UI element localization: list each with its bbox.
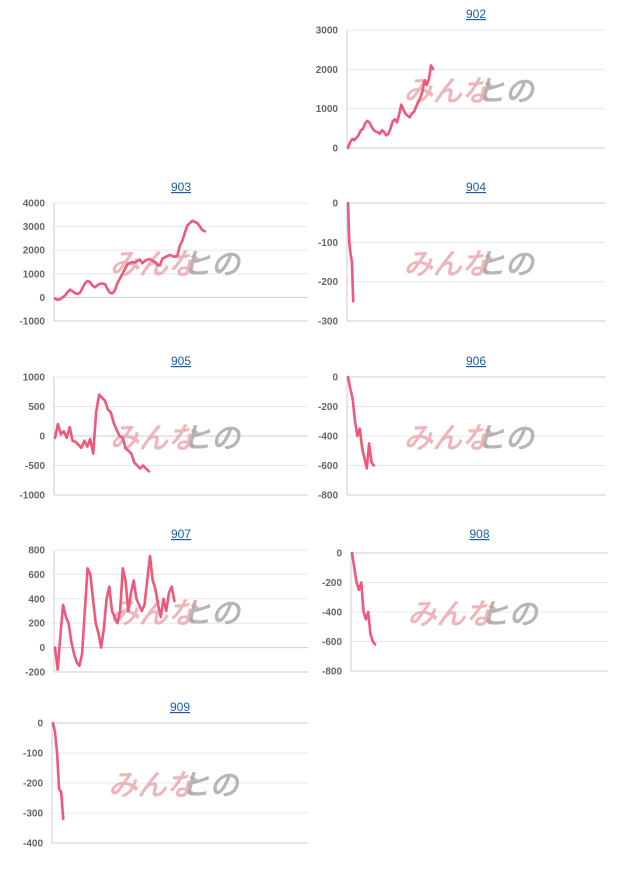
series-line bbox=[350, 551, 377, 646]
watermark-logo-text: ヒの bbox=[182, 596, 242, 630]
watermark-logo-text: ヒの bbox=[182, 421, 242, 455]
y-tick-label: -400 bbox=[23, 839, 43, 850]
chart-panel-908: 908 -800 -600 -400 -200 0 みんな ヒの bbox=[317, 520, 627, 692]
y-tick-label: -500 bbox=[25, 461, 45, 472]
watermark-logo-text: ヒの bbox=[476, 74, 536, 108]
y-tick-label: -800 bbox=[318, 491, 338, 502]
y-tick-label: 0 bbox=[39, 643, 45, 654]
y-tick-label: 200 bbox=[28, 619, 45, 630]
y-tick-label: -300 bbox=[318, 317, 338, 328]
chart-title-link[interactable]: 905 bbox=[171, 354, 191, 368]
y-tick-label: 0 bbox=[39, 432, 45, 443]
y-tick-label: 600 bbox=[28, 570, 45, 581]
watermark-logo-text: ヒの bbox=[476, 421, 536, 455]
y-tick-label: -200 bbox=[322, 578, 342, 589]
y-tick-label: 0 bbox=[37, 719, 43, 730]
y-tick-label: -200 bbox=[318, 402, 338, 413]
y-tick-label: -400 bbox=[318, 432, 338, 443]
y-tick-label: 1000 bbox=[23, 269, 46, 280]
chart-panel-902: 902 0 1000 2000 3000 みんな ヒの bbox=[316, 0, 627, 172]
y-tick-label: -800 bbox=[322, 667, 342, 678]
watermark-logo-text: みんな bbox=[108, 768, 198, 802]
y-tick-label: -1000 bbox=[19, 491, 45, 502]
y-tick-label: 0 bbox=[332, 373, 338, 384]
chart-title-link[interactable]: 902 bbox=[466, 7, 486, 21]
y-tick-label: -100 bbox=[23, 749, 43, 760]
y-tick-label: 800 bbox=[28, 546, 45, 557]
chart-title-link[interactable]: 904 bbox=[466, 180, 486, 194]
y-tick-label: 2000 bbox=[23, 246, 46, 257]
chart-panel-906: 906 -800 -600 -400 -200 0 みんな ヒの bbox=[317, 347, 627, 519]
y-tick-label: 4000 bbox=[23, 199, 46, 210]
chart-title-link[interactable]: 908 bbox=[469, 527, 489, 541]
series-line bbox=[346, 375, 376, 470]
y-tick-label: -600 bbox=[322, 637, 342, 648]
series-line bbox=[51, 721, 65, 821]
series-line bbox=[53, 393, 151, 473]
watermark-logo-text: みんな bbox=[110, 596, 200, 630]
chart-panel-904: 904 -300 -200 -100 0 みんな ヒの bbox=[317, 173, 627, 345]
y-tick-label: 3000 bbox=[316, 26, 339, 37]
y-tick-label: 0 bbox=[332, 144, 338, 155]
series-line bbox=[346, 201, 355, 303]
chart-title-link[interactable]: 909 bbox=[170, 700, 190, 714]
watermark-logo-text: ヒの bbox=[476, 247, 536, 281]
series-line bbox=[53, 554, 176, 671]
y-tick-label: -300 bbox=[23, 809, 43, 820]
y-tick-label: 0 bbox=[332, 199, 338, 210]
watermark-logo-text: みんな bbox=[404, 247, 494, 281]
y-tick-label: 0 bbox=[39, 293, 45, 304]
y-tick-label: 0 bbox=[336, 549, 342, 560]
watermark-logo-text: ヒの bbox=[480, 597, 540, 631]
y-tick-label: 3000 bbox=[23, 222, 46, 233]
watermark-logo-text: ヒの bbox=[180, 768, 240, 802]
y-tick-label: 1000 bbox=[23, 373, 46, 384]
watermark-logo-text: みんな bbox=[404, 421, 494, 455]
y-tick-label: -200 bbox=[23, 779, 43, 790]
y-tick-label: -200 bbox=[25, 668, 45, 679]
chart-panel-907: 907 -200 0 200 400 600 800 みんな ヒの bbox=[0, 520, 310, 692]
y-tick-label: 1000 bbox=[316, 104, 339, 115]
chart-title-link[interactable]: 906 bbox=[466, 354, 486, 368]
chart-panel-903: 903 -1000 0 1000 2000 3000 4000 みんな ヒの bbox=[0, 173, 310, 345]
watermark-logo-text: みんな bbox=[110, 247, 200, 281]
y-tick-label: -100 bbox=[318, 238, 338, 249]
series-line bbox=[346, 64, 435, 150]
y-tick-label: 2000 bbox=[316, 65, 339, 76]
y-tick-label: -600 bbox=[318, 461, 338, 472]
y-tick-label: 500 bbox=[28, 402, 45, 413]
watermark-logo-text: みんな bbox=[408, 597, 498, 631]
y-tick-label: 400 bbox=[28, 594, 45, 605]
watermark-logo-text: みんな bbox=[110, 421, 200, 455]
chart-panel-909: 909 -400 -300 -200 -100 0 みんな ヒの bbox=[0, 693, 310, 865]
watermark-logo-text: ヒの bbox=[182, 247, 242, 281]
chart-title-link[interactable]: 903 bbox=[171, 180, 191, 194]
series-line bbox=[53, 219, 207, 302]
y-tick-label: -400 bbox=[322, 608, 342, 619]
chart-panel-905: 905 -1000 -500 0 500 1000 みんな ヒの bbox=[0, 347, 310, 519]
y-tick-label: -1000 bbox=[19, 317, 45, 328]
y-tick-label: -200 bbox=[318, 277, 338, 288]
chart-title-link[interactable]: 907 bbox=[171, 527, 191, 541]
